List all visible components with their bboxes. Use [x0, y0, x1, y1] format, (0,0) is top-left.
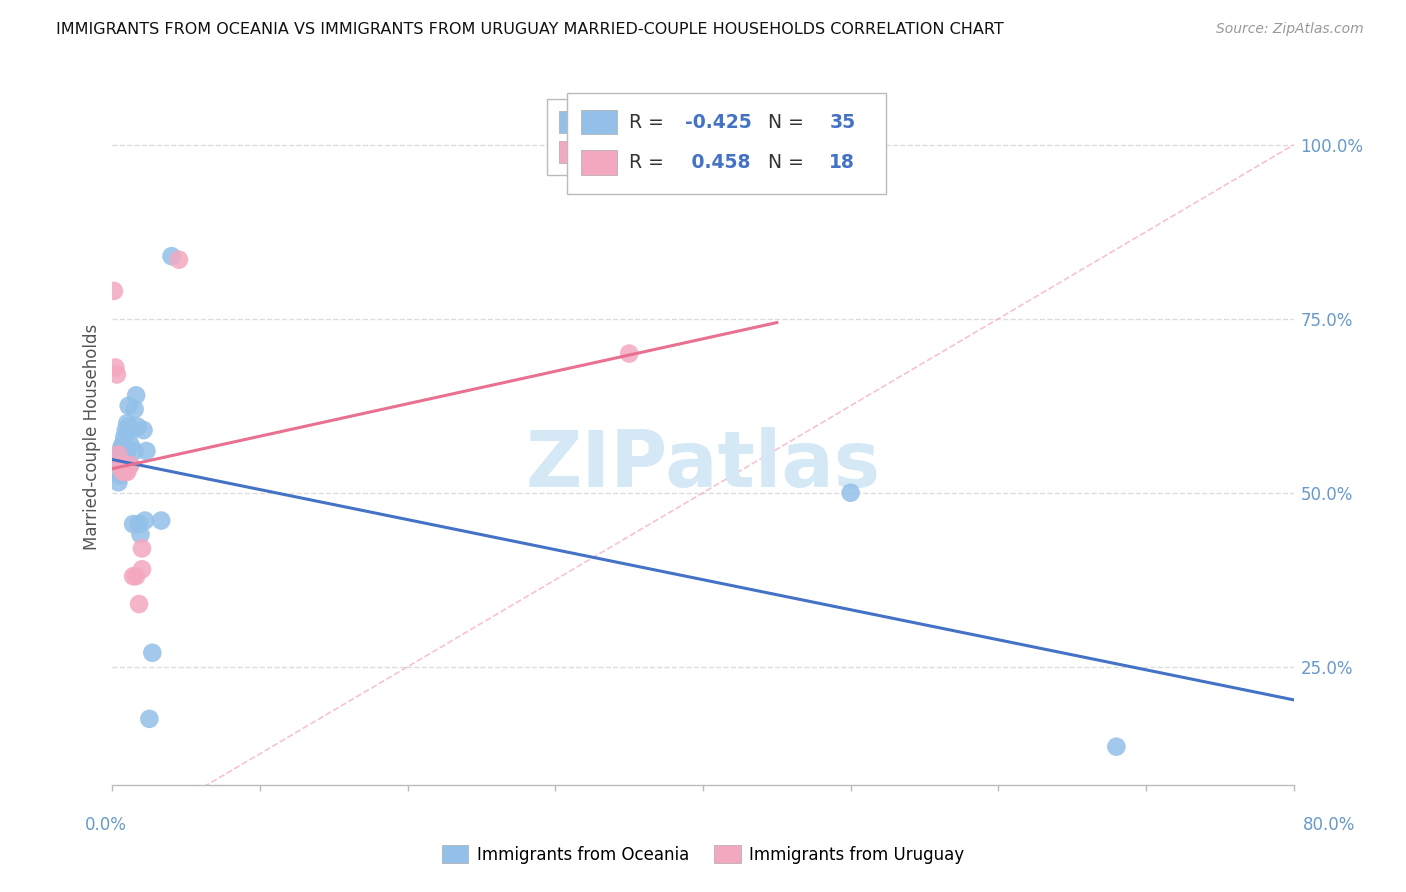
- Point: [117, 465, 138, 479]
- Point: [114, 465, 136, 479]
- Text: 80.0%: 80.0%: [1302, 816, 1355, 834]
- Point: [128, 516, 150, 531]
- Point: [111, 437, 134, 451]
- Point: [160, 249, 183, 263]
- Point: [124, 444, 146, 458]
- Point: [103, 284, 125, 298]
- Point: [111, 458, 134, 472]
- Point: [120, 458, 142, 472]
- Point: [118, 419, 141, 434]
- Point: [134, 514, 156, 528]
- Point: [121, 423, 143, 437]
- Point: [108, 458, 131, 472]
- Point: [112, 461, 135, 475]
- Point: [107, 475, 129, 490]
- Point: [112, 430, 135, 444]
- Text: N =: N =: [756, 113, 810, 132]
- FancyBboxPatch shape: [581, 110, 617, 135]
- Text: N =: N =: [756, 153, 810, 172]
- Text: IMMIGRANTS FROM OCEANIA VS IMMIGRANTS FROM URUGUAY MARRIED-COUPLE HOUSEHOLDS COR: IMMIGRANTS FROM OCEANIA VS IMMIGRANTS FR…: [56, 22, 1004, 37]
- Point: [112, 450, 135, 465]
- FancyBboxPatch shape: [581, 151, 617, 175]
- Point: [118, 399, 141, 413]
- Point: [114, 423, 136, 437]
- Text: 18: 18: [830, 153, 855, 172]
- Point: [141, 646, 163, 660]
- Text: Source: ZipAtlas.com: Source: ZipAtlas.com: [1216, 22, 1364, 37]
- Text: ZIPatlas: ZIPatlas: [526, 427, 880, 503]
- Point: [132, 423, 155, 437]
- Point: [128, 597, 150, 611]
- Y-axis label: Married-couple Households: Married-couple Households: [83, 324, 101, 550]
- Point: [110, 461, 132, 475]
- Point: [124, 402, 146, 417]
- Point: [125, 388, 148, 402]
- Point: [125, 569, 148, 583]
- Point: [138, 712, 160, 726]
- Point: [108, 468, 131, 483]
- Text: R =: R =: [628, 113, 669, 132]
- Text: 35: 35: [830, 113, 855, 132]
- Legend: R = -0.425   N = 35, R =  0.458   N = 18: R = -0.425 N = 35, R = 0.458 N = 18: [547, 99, 799, 175]
- Point: [150, 514, 173, 528]
- Point: [105, 368, 128, 382]
- Point: [131, 541, 153, 556]
- Point: [619, 346, 641, 360]
- Text: 0.0%: 0.0%: [84, 816, 127, 834]
- Point: [120, 437, 142, 451]
- Legend: Immigrants from Oceania, Immigrants from Uruguay: Immigrants from Oceania, Immigrants from…: [434, 838, 972, 871]
- Text: R =: R =: [628, 153, 669, 172]
- Point: [135, 444, 157, 458]
- Point: [107, 447, 129, 462]
- Point: [117, 416, 138, 430]
- Point: [105, 454, 128, 468]
- Point: [114, 447, 136, 462]
- Point: [167, 252, 190, 267]
- Point: [129, 527, 152, 541]
- Point: [120, 458, 142, 472]
- Point: [122, 516, 145, 531]
- Point: [117, 444, 138, 458]
- Point: [110, 461, 132, 475]
- FancyBboxPatch shape: [567, 93, 886, 194]
- Point: [127, 419, 149, 434]
- Point: [104, 360, 127, 375]
- Point: [131, 562, 153, 576]
- Point: [108, 447, 131, 462]
- Text: -0.425: -0.425: [685, 113, 752, 132]
- Point: [1105, 739, 1128, 754]
- Point: [111, 465, 134, 479]
- Text: 0.458: 0.458: [685, 153, 751, 172]
- Point: [110, 441, 132, 455]
- Point: [839, 485, 862, 500]
- Point: [122, 569, 145, 583]
